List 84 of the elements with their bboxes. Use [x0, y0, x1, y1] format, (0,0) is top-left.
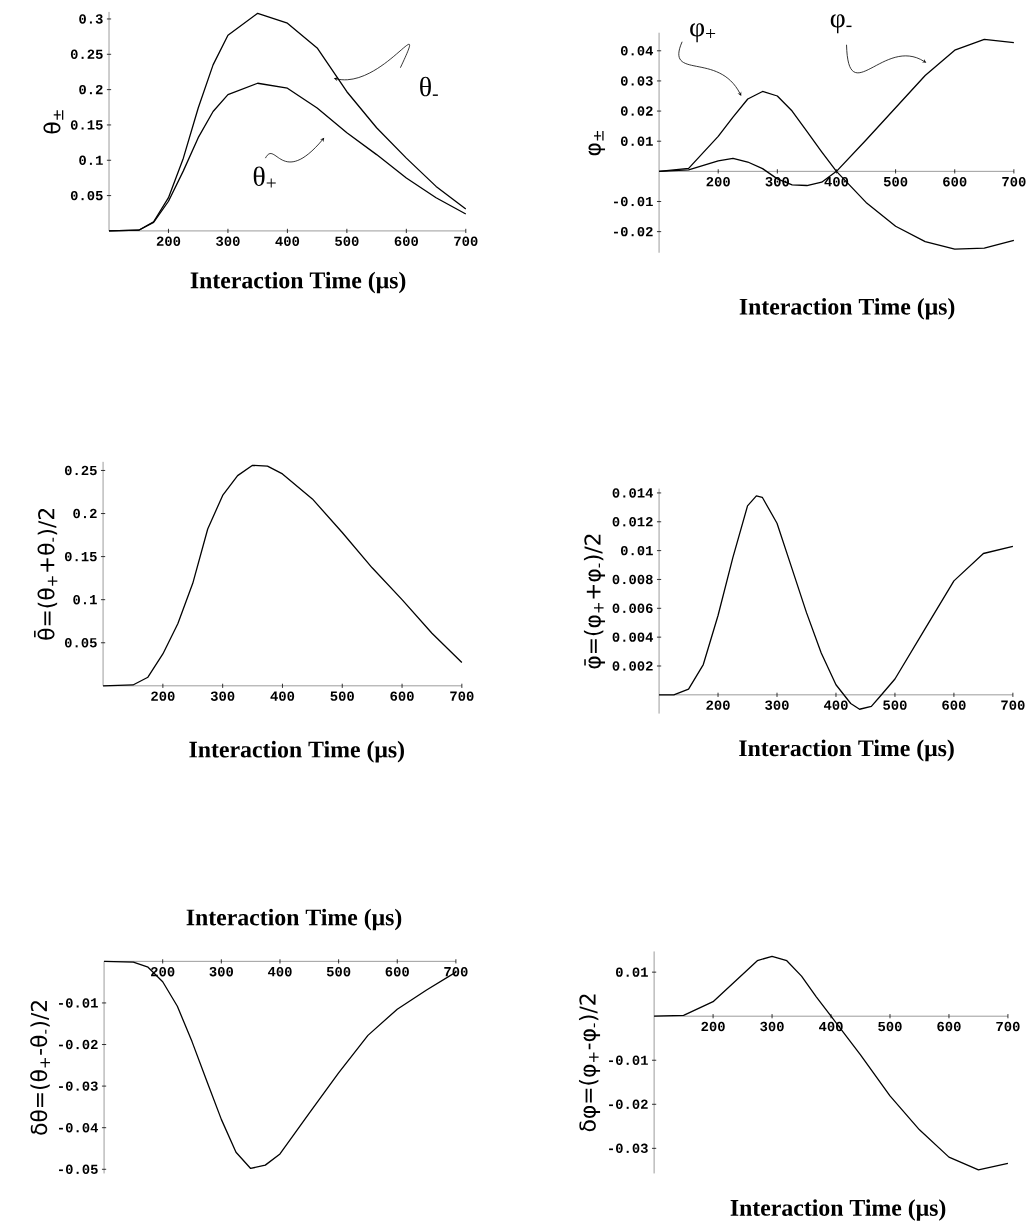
y-tick-label: 0.05 [71, 190, 103, 201]
y-tick-label: 0.25 [65, 465, 97, 476]
y-tick-label: 0.1 [79, 155, 103, 165]
x-tick-label: 700 [1001, 700, 1025, 710]
x-tick-label: 300 [765, 700, 789, 710]
x-tick-label: 300 [765, 176, 790, 187]
y-tick-label: 0.012 [612, 517, 653, 527]
y-tick-label: -0.04 [59, 1122, 99, 1133]
y-axis-title: δθ=(θ$_{+}$-θ$_{-}$)/2 [30, 1001, 51, 1135]
y-tick-label: 0.15 [71, 120, 103, 130]
y-tick-label: 0.3 [79, 14, 103, 24]
x-tick-label: 400 [275, 236, 300, 246]
x-axis-title: Interaction Time (μs) [189, 740, 405, 763]
y-tick-label: 0.15 [65, 551, 97, 562]
x-tick-label: 600 [385, 966, 410, 977]
y-tick-label: -0.05 [59, 1164, 98, 1174]
text: φ$_{+}$ [690, 23, 716, 43]
x-tick-label: 600 [394, 236, 419, 246]
x-tick-label: 500 [327, 966, 351, 977]
x-axis-title: Interaction Time (μs) [190, 271, 406, 294]
x-tick-label: 200 [151, 691, 175, 701]
y-tick-label: 0.014 [612, 488, 654, 498]
x-tick-label: 300 [209, 966, 234, 977]
y-tick-label: 0.01 [621, 136, 654, 146]
y-axis-title: φ$_{±}$ [588, 130, 606, 156]
y-axis-title: θ$_{±}$ [43, 110, 64, 134]
x-tick-label: 300 [216, 236, 240, 246]
x-tick-label: 200 [706, 700, 730, 710]
y-tick-label: 0.002 [612, 661, 653, 671]
x-tick-label: 700 [1002, 176, 1026, 187]
x-tick-label: 500 [883, 176, 908, 187]
x-tick-label: 200 [701, 1021, 725, 1032]
y-tick-label: 0.01 [621, 545, 654, 556]
legend-label: θ$_{+}$ [253, 166, 276, 188]
x-axis-title: Interaction Time (μs) [739, 298, 955, 320]
y-tick-label: -0.01 [59, 998, 99, 1008]
y-axis-title: φ̄=(φ$_{+}$+φ$_{-}$)/2 [584, 534, 606, 669]
y-tick-label: 0.25 [71, 49, 103, 59]
x-tick-label: 700 [454, 236, 478, 246]
text: φ$_{-}$ [830, 14, 852, 34]
x-tick-label: 500 [330, 691, 355, 701]
x-tick-label: 600 [943, 176, 967, 187]
y-tick-label: 0.2 [73, 508, 97, 519]
y-axis-title: θ̄=(θ$_{+}$+θ$_{-}$)/2 [34, 508, 58, 640]
x-tick-label: 700 [450, 691, 474, 701]
x-tick-label: 500 [878, 1021, 902, 1032]
y-tick-label: 0.008 [612, 574, 653, 585]
y-tick-label: 0.04 [621, 46, 654, 56]
y-tick-label: 0.2 [79, 84, 103, 95]
x-axis-title: Interaction Time (μs) [739, 739, 954, 762]
y-tick-label: 0.004 [612, 632, 654, 642]
x-tick-label: 300 [210, 691, 235, 701]
series-label: θ$_{-}$ [420, 76, 439, 97]
x-tick-label: 400 [268, 966, 292, 977]
y-tick-label: 0.1 [73, 594, 98, 605]
y-tick-label: 0.03 [621, 76, 653, 86]
x-axis-title: Interaction Time (μs) [730, 1199, 946, 1221]
x-tick-label: 400 [824, 700, 848, 710]
x-tick-label: 400 [270, 691, 295, 701]
x-tick-label: 600 [390, 691, 414, 701]
x-tick-label: 200 [706, 176, 731, 187]
y-axis-title: δφ=(φ$_{+}$-φ$_{-}$)/2 [579, 994, 601, 1132]
y-tick-label: -0.01 [614, 196, 654, 207]
x-tick-label: 300 [760, 1021, 784, 1032]
y-tick-label: 0.006 [612, 603, 653, 614]
x-tick-label: 200 [157, 236, 181, 246]
y-tick-label: 0.01 [616, 967, 649, 977]
x-axis-title: Interaction Time (μs) [186, 908, 402, 931]
y-tick-label: -0.02 [609, 1099, 648, 1109]
x-tick-label: 600 [937, 1021, 961, 1032]
y-tick-label: -0.03 [609, 1143, 648, 1154]
x-tick-label: 600 [942, 700, 966, 710]
x-tick-label: 700 [996, 1021, 1020, 1032]
x-tick-label: 200 [151, 966, 175, 977]
x-tick-label: 400 [824, 176, 849, 187]
y-tick-label: 0.02 [621, 106, 653, 116]
y-tick-label: -0.02 [59, 1039, 98, 1050]
y-tick-label: -0.02 [614, 226, 653, 237]
y-tick-label: 0.05 [65, 638, 97, 648]
x-tick-label: 700 [444, 966, 468, 977]
x-tick-label: 500 [883, 700, 907, 710]
y-tick-label: -0.01 [609, 1055, 649, 1065]
y-tick-label: -0.03 [59, 1081, 98, 1091]
x-tick-label: 500 [335, 236, 359, 246]
